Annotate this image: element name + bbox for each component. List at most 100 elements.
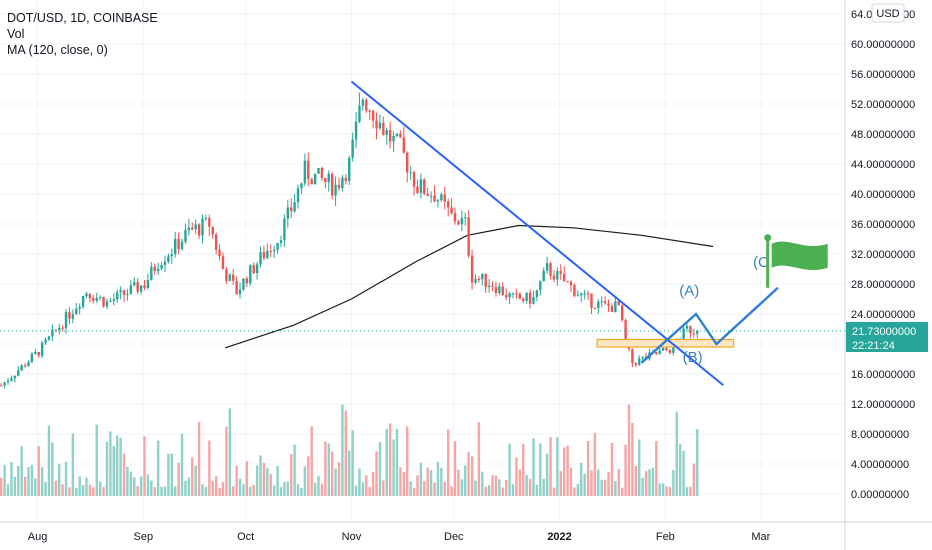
- volume-bar: [235, 465, 238, 496]
- volume-bar: [88, 484, 92, 496]
- descending-trendline[interactable]: [350, 80, 724, 387]
- volume-bar: [208, 440, 211, 496]
- volume-bar: [371, 472, 375, 496]
- volume-bar: [522, 443, 525, 496]
- bar-countdown: 22:21:24: [852, 340, 895, 352]
- candle-body: [27, 362, 30, 367]
- wave-label: (C: [753, 254, 769, 271]
- volume-bar: [177, 462, 180, 496]
- volume-bar: [290, 453, 293, 496]
- candle-body: [668, 350, 672, 353]
- moving-average-layer: [225, 224, 714, 349]
- currency-badge[interactable]: USD: [871, 3, 905, 23]
- candle-body: [6, 380, 10, 383]
- candle-body: [232, 274, 235, 281]
- volume-bar: [388, 423, 392, 496]
- candle-body: [252, 265, 255, 274]
- volume-bar: [313, 482, 317, 496]
- volume-bar: [194, 465, 197, 496]
- candle-body: [174, 238, 177, 255]
- price-axis[interactable]: 64.0000000060.0000000056.0000000052.0000…: [844, 0, 915, 550]
- support-zone[interactable]: [596, 338, 735, 348]
- volume-bar: [651, 467, 655, 496]
- candle-body: [119, 290, 122, 293]
- candle-body: [34, 352, 37, 354]
- candle-body: [156, 268, 160, 272]
- volume-bar: [433, 482, 436, 496]
- volume-bar: [665, 486, 668, 496]
- candle-body: [692, 333, 696, 335]
- volume-bar: [672, 470, 675, 496]
- candle-body: [303, 160, 307, 184]
- candle-body: [470, 255, 474, 283]
- candle-body: [429, 195, 433, 197]
- candle-body: [552, 275, 556, 280]
- candle-body: [494, 287, 498, 294]
- volume-bar: [375, 451, 378, 496]
- indicator-ma-label[interactable]: MA (120, close, 0): [7, 43, 108, 57]
- volume-bar: [392, 439, 395, 496]
- volume-bar: [365, 475, 368, 496]
- volume-bar: [334, 468, 337, 496]
- time-axis[interactable]: Aug Sep Oct Nov Dec 2022 Feb Mar: [0, 521, 932, 543]
- volume-bar: [661, 483, 665, 496]
- volume-bar: [17, 466, 20, 496]
- candle-body: [436, 200, 440, 202]
- candle-body: [453, 213, 457, 222]
- candle-body: [416, 186, 419, 193]
- volume-bar: [460, 479, 464, 496]
- candle-body: [440, 194, 443, 201]
- candle-body: [446, 201, 450, 208]
- candle-body: [528, 292, 532, 304]
- candle-body: [696, 331, 699, 334]
- candle-body: [310, 179, 313, 185]
- time-tick-label: Nov: [342, 531, 362, 543]
- price-tick-label: 48.00000000: [851, 129, 915, 141]
- volume-bar: [648, 469, 651, 496]
- volume-bar: [341, 404, 344, 496]
- indicator-vol-label[interactable]: Vol: [7, 27, 24, 41]
- candle-body: [433, 195, 436, 202]
- candle-body: [10, 378, 13, 381]
- candle-body: [641, 356, 644, 359]
- candle-body: [279, 240, 283, 243]
- volume-bar: [354, 485, 358, 496]
- volume-bar: [487, 485, 491, 496]
- wave-label: (B): [683, 349, 703, 366]
- volume-bar: [580, 462, 583, 496]
- candle-body: [474, 278, 477, 283]
- candle-body: [624, 320, 627, 343]
- candle-body: [218, 249, 221, 257]
- volume-bar: [201, 484, 204, 496]
- volume-bar: [238, 478, 242, 496]
- volume-bar: [133, 477, 136, 496]
- volume-bar: [395, 428, 399, 496]
- volume-bar: [525, 475, 528, 496]
- candle-body: [607, 303, 610, 307]
- candle-body: [37, 352, 40, 356]
- volume-bar: [440, 467, 443, 496]
- volume-bar: [174, 486, 177, 496]
- candle-body: [194, 224, 197, 230]
- volume-bar: [23, 476, 27, 496]
- candle-body: [689, 325, 692, 334]
- candle-body: [522, 298, 525, 302]
- candle-body: [419, 179, 423, 193]
- candle-body: [327, 173, 330, 183]
- candle-body: [153, 266, 156, 272]
- candle-body: [559, 270, 562, 274]
- volume-bar: [116, 435, 119, 496]
- price-tick-label: 32.00000000: [851, 249, 915, 261]
- candle-body: [583, 293, 586, 295]
- volume-bar: [324, 441, 327, 496]
- volume-bar: [75, 487, 78, 496]
- candle-body: [580, 293, 583, 296]
- candle-body: [515, 293, 518, 295]
- volume-bar: [156, 440, 160, 496]
- candle-body: [535, 290, 539, 298]
- volume-bar: [269, 474, 272, 496]
- volume-bar: [481, 471, 484, 496]
- projected-wave-path[interactable]: [640, 286, 779, 364]
- volume-bar: [143, 436, 146, 496]
